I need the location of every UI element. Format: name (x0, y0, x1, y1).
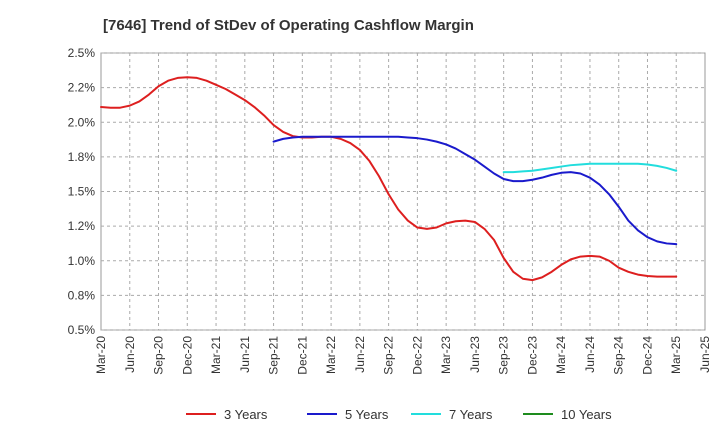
x-tick-label: Dec-21 (295, 336, 309, 375)
x-tick-label: Mar-24 (554, 336, 568, 374)
x-tick-label: Mar-22 (324, 336, 338, 374)
chart-title: [7646] Trend of StDev of Operating Cashf… (103, 17, 474, 34)
x-tick-label: Mar-20 (94, 336, 108, 374)
x-tick-label: Jun-23 (468, 336, 482, 373)
y-tick-label: 2.0% (68, 115, 96, 129)
x-tick-label: Sep-24 (612, 336, 626, 375)
x-tick-label: Sep-20 (152, 336, 166, 375)
x-tick-label: Sep-23 (497, 336, 511, 375)
x-tick-label: Dec-24 (640, 336, 654, 375)
x-tick-label: Mar-23 (439, 336, 453, 374)
x-tick-label: Jun-21 (238, 336, 252, 373)
y-tick-label: 1.8% (68, 150, 96, 164)
legend-label: 5 Years (345, 407, 389, 422)
y-axis-ticks: 0.5% 0.8% 1.0% 1.2% 1.5% 1.8% 2.0% 2.2% 2.5% (68, 46, 96, 337)
grid-lines (101, 52, 705, 331)
series-lines (100, 76, 678, 282)
y-tick-label: 2.2% (68, 81, 96, 95)
series-line-7-years (502, 162, 678, 174)
x-tick-label: Mar-25 (669, 336, 683, 374)
x-tick-label: Sep-22 (382, 336, 396, 375)
x-tick-label: Jun-20 (123, 336, 137, 373)
legend: 3 Years 5 Years 7 Years 10 Years (186, 407, 612, 422)
x-tick-label: Jun-24 (583, 336, 597, 373)
legend-label: 10 Years (561, 407, 612, 422)
series-line-3-years (100, 76, 678, 282)
y-tick-label: 1.5% (68, 185, 96, 199)
legend-label: 3 Years (224, 407, 268, 422)
x-tick-label: Jun-22 (353, 336, 367, 373)
series-line-5-years (272, 135, 678, 246)
legend-label: 7 Years (449, 407, 493, 422)
y-tick-label: 0.5% (68, 323, 96, 337)
y-tick-label: 1.2% (68, 219, 96, 233)
x-axis-ticks: Mar-20 Jun-20 Sep-20 Dec-20 Mar-21 Jun-21 Sep-… (94, 336, 712, 375)
x-tick-label: Dec-23 (525, 336, 539, 375)
y-tick-label: 2.5% (68, 46, 96, 60)
x-tick-label: Jun-25 (698, 336, 712, 373)
x-tick-label: Dec-20 (180, 336, 194, 375)
x-tick-label: Dec-22 (410, 336, 424, 375)
y-tick-label: 0.8% (68, 288, 96, 302)
x-tick-label: Sep-21 (267, 336, 281, 375)
x-tick-label: Mar-21 (209, 336, 223, 374)
y-tick-label: 1.0% (68, 254, 96, 268)
